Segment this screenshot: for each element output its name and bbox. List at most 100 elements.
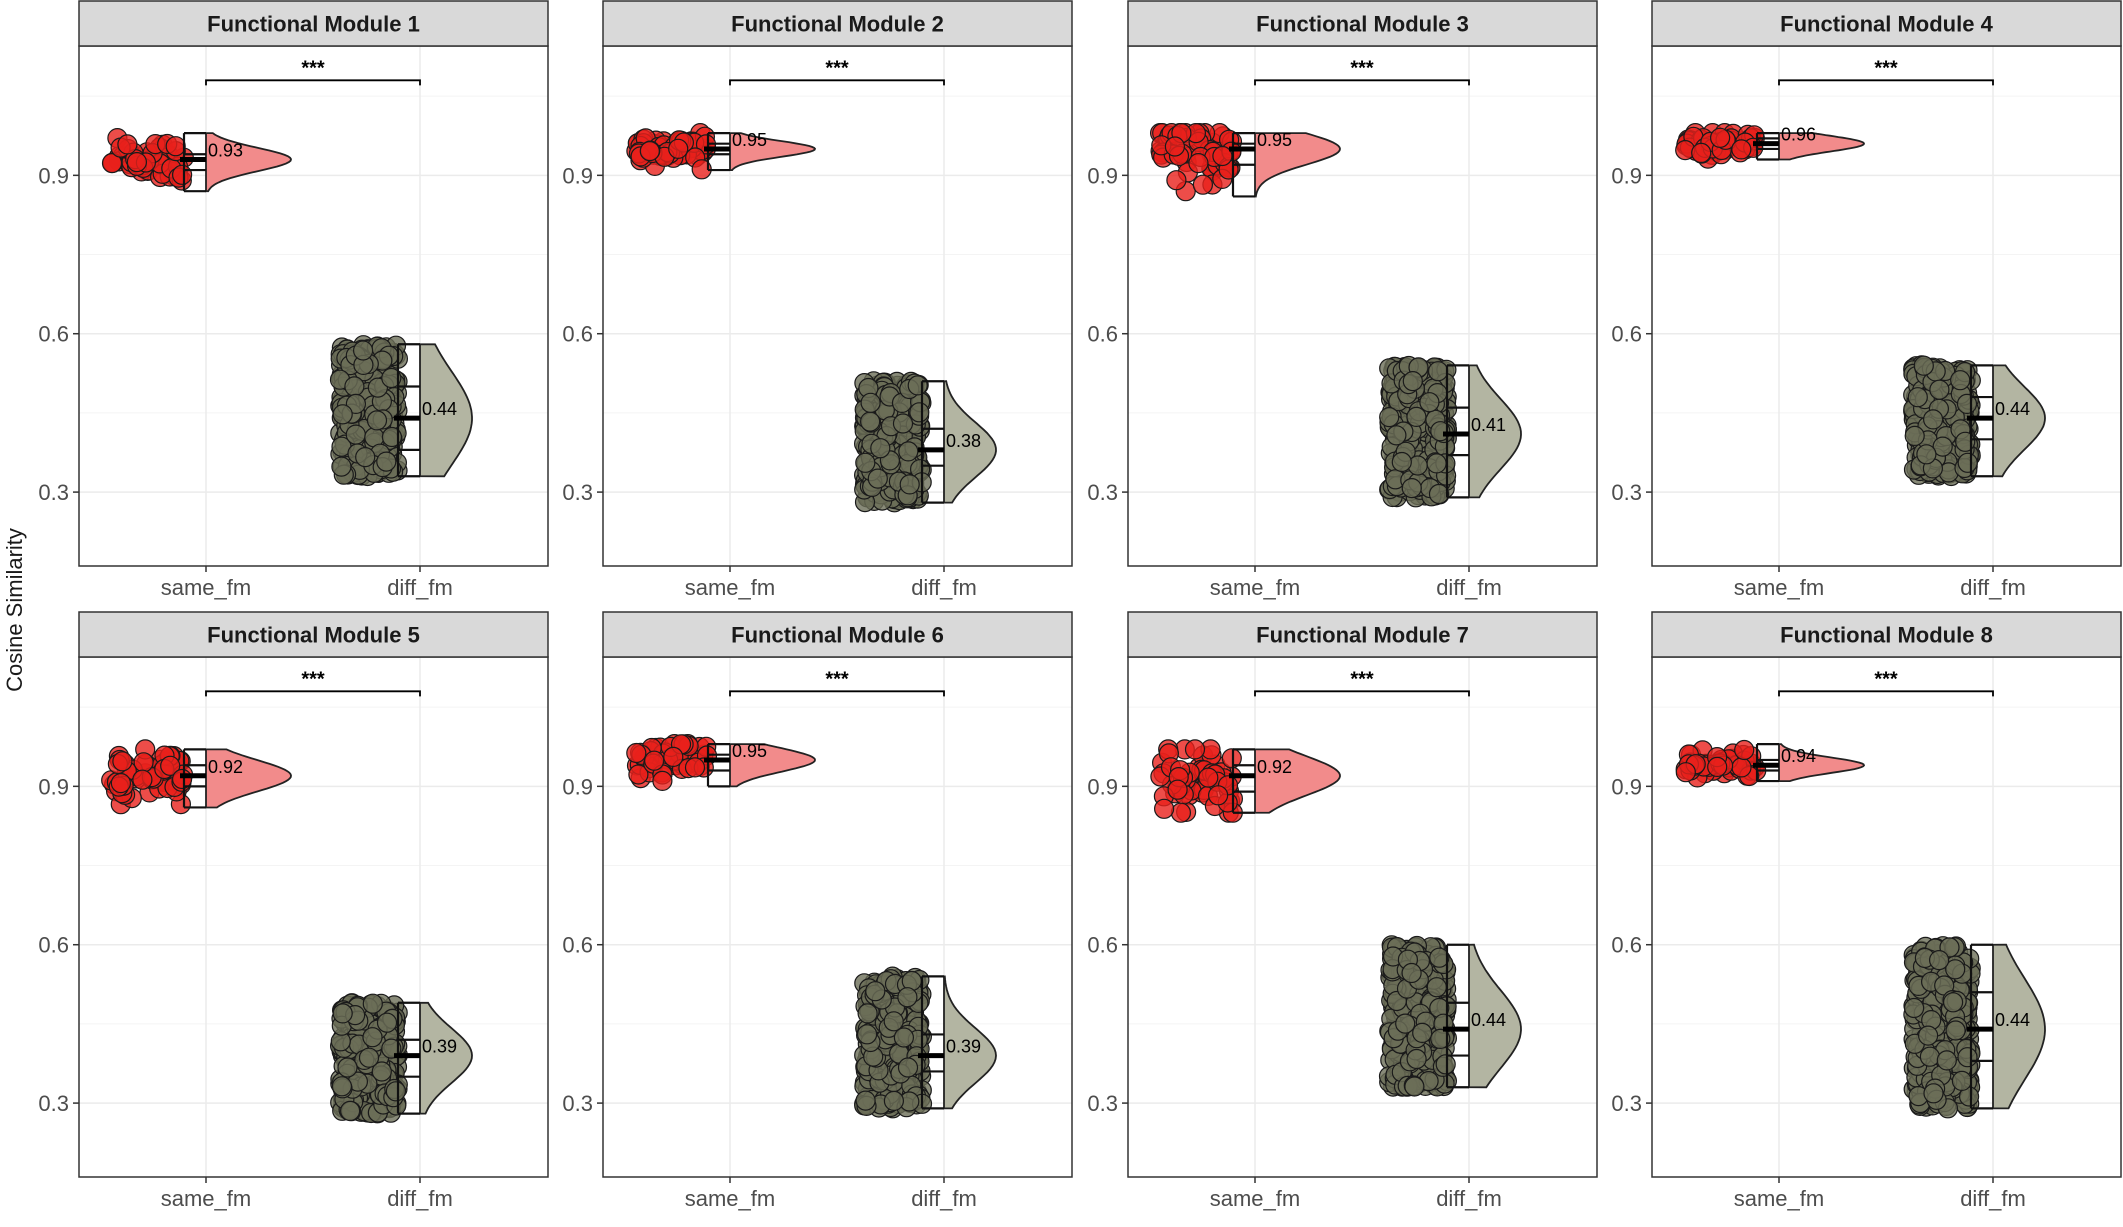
x-tick-label: same_fm: [161, 575, 251, 600]
data-point: [1917, 1025, 1939, 1046]
same_fm-points: [101, 739, 194, 815]
x-tick-label: same_fm: [1210, 1186, 1300, 1211]
data-point: [376, 1012, 398, 1033]
data-point: [1957, 452, 1978, 473]
facet-strip: [1127, 611, 1598, 658]
diff_fm-points: [330, 993, 408, 1124]
facet-strip: [602, 0, 1073, 47]
x-tick-label: same_fm: [161, 1186, 251, 1211]
x-tick-label: diff_fm: [1436, 575, 1502, 600]
panel-2: 0.95 0.38 *** Functional Module 2 0.3 0.6 0.9 s…: [562, 0, 1073, 600]
same_fm-violin: [1254, 748, 1341, 814]
same_fm-violin: [205, 748, 292, 809]
diff_fm-violin: [1468, 943, 1522, 1089]
data-point: [883, 1011, 904, 1032]
data-point: [1184, 739, 1206, 760]
data-point: [1957, 1047, 1978, 1068]
data-point: [898, 441, 919, 462]
data-point: [1923, 1083, 1944, 1104]
data-point: [1412, 1022, 1433, 1044]
diff_fm-points: [854, 966, 933, 1119]
same_fm-points: [1675, 123, 1765, 169]
data-point: [1936, 1050, 1957, 1071]
significance-bracket: [729, 690, 945, 697]
y-tick-label: 0.9: [562, 163, 593, 188]
data-point: [1401, 962, 1422, 984]
diff_fm-median-label: 0.41: [1471, 415, 1506, 435]
facet-strip: [1651, 0, 2122, 47]
data-point: [684, 757, 706, 778]
data-point: [856, 1024, 878, 1045]
data-point: [1904, 425, 1925, 446]
same_fm-median-label: 0.96: [1781, 125, 1816, 145]
data-point: [870, 438, 891, 459]
data-point: [1922, 409, 1944, 430]
y-tick-label: 0.6: [1611, 933, 1642, 958]
same_fm-violin: [729, 743, 816, 788]
data-point: [1406, 406, 1427, 427]
data-point: [1950, 370, 1971, 391]
diff_fm-violin: [1992, 364, 2046, 478]
data-point: [1707, 756, 1728, 778]
y-tick-label: 0.9: [1611, 774, 1642, 799]
data-point: [1406, 1048, 1427, 1070]
data-point: [340, 1100, 361, 1122]
y-tick-label: 0.6: [562, 322, 593, 347]
y-tick-label: 0.3: [38, 480, 69, 505]
data-point: [133, 752, 154, 773]
facet-title: Functional Module 1: [207, 12, 420, 37]
diff_fm-median-label: 0.39: [422, 1037, 457, 1057]
y-tick-label: 0.3: [38, 1091, 69, 1116]
data-point: [892, 413, 914, 434]
x-tick-label: diff_fm: [911, 575, 977, 600]
data-point: [165, 136, 186, 157]
facet-title: Functional Module 8: [1780, 623, 1993, 648]
y-tick-label: 0.6: [1087, 933, 1118, 958]
data-point: [867, 468, 888, 489]
x-tick-label: diff_fm: [1960, 575, 2026, 600]
data-point: [907, 375, 928, 396]
x-tick-label: same_fm: [1734, 1186, 1824, 1211]
facet-strip: [602, 611, 1073, 658]
data-point: [652, 770, 673, 792]
data-point: [855, 452, 876, 473]
data-point: [1675, 762, 1696, 783]
same_fm-median-label: 0.95: [732, 130, 767, 150]
diff_fm-median-label: 0.44: [1995, 399, 2030, 419]
data-point: [1221, 748, 1242, 769]
diff_fm-points: [1378, 935, 1458, 1097]
facet-title: Functional Module 6: [731, 623, 944, 648]
x-tick-label: diff_fm: [387, 1186, 453, 1211]
data-point: [1932, 436, 1953, 457]
data-point: [332, 1003, 353, 1024]
panel-6: 0.95 0.39 *** Functional Module 6 0.3 0.6 0.9 s…: [562, 611, 1073, 1211]
data-point: [644, 750, 665, 771]
data-point: [101, 153, 123, 174]
diff_fm-median-label: 0.44: [422, 399, 457, 419]
data-point: [1426, 453, 1447, 474]
data-point: [1402, 371, 1423, 392]
data-point: [366, 410, 388, 431]
significance-bracket: [205, 79, 421, 86]
same_fm-points: [1149, 123, 1243, 202]
data-point: [909, 402, 930, 423]
facet-title: Functional Module 3: [1256, 12, 1469, 37]
facet-strip: [78, 611, 549, 658]
data-point: [857, 1003, 878, 1024]
y-tick-label: 0.6: [1087, 322, 1118, 347]
data-point: [1395, 1013, 1416, 1034]
data-point: [893, 1027, 915, 1048]
x-tick-label: same_fm: [1734, 575, 1824, 600]
data-point: [385, 1081, 406, 1102]
data-point: [663, 746, 684, 768]
facet-title: Functional Module 7: [1256, 623, 1469, 648]
data-point: [1427, 361, 1449, 382]
panel-1: 0.93 0.44 *** Functional Module 1 0.3 0.6 0.9 s…: [38, 0, 549, 600]
diff_fm-points: [1903, 355, 1981, 487]
y-tick-label: 0.9: [562, 774, 593, 799]
data-point: [1429, 947, 1450, 968]
data-point: [1167, 779, 1188, 800]
data-point: [1916, 444, 1937, 465]
